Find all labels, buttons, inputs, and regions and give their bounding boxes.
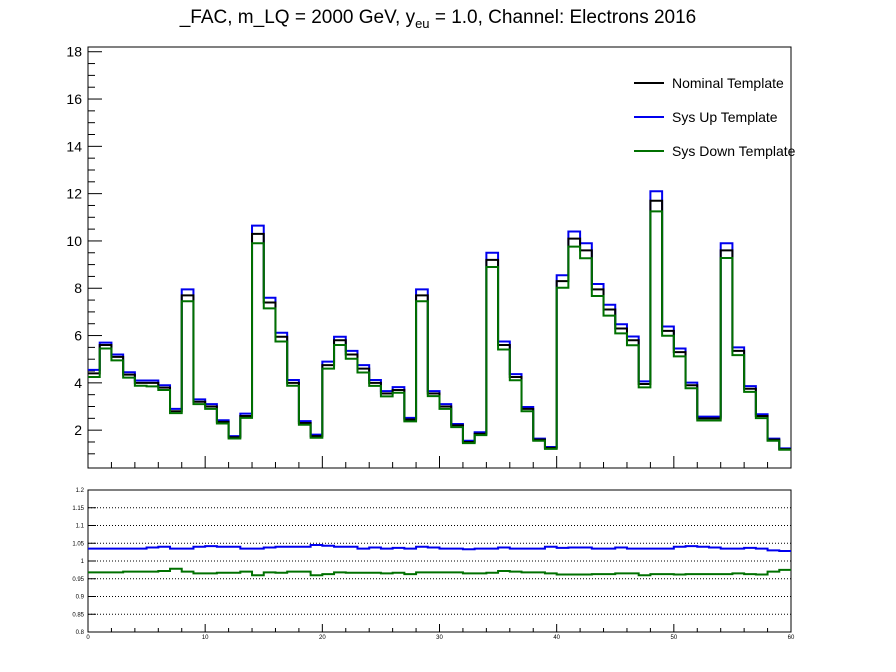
chart-title-rest: = 1.0, Channel: Electrons 2016 — [430, 7, 697, 28]
ratio-y-tick-label: 0.8 — [76, 630, 85, 636]
main-y-tick-label: 8 — [74, 280, 82, 296]
ratio-x-tick-label: 10 — [202, 635, 209, 641]
ratio-x-tick-label: 40 — [553, 635, 560, 641]
legend-sys-up-label: Sys Up Template — [672, 109, 778, 125]
ratio-x-tick-label: 60 — [788, 635, 795, 641]
main-y-tick-label: 6 — [74, 328, 82, 344]
ratio-y-tick-label: 1.05 — [72, 541, 84, 547]
main-y-tick-label: 10 — [66, 233, 82, 249]
ratio-x-tick-label: 20 — [319, 635, 326, 641]
chart-title-main: _FAC, m_LQ = 2000 GeV, y — [179, 7, 416, 28]
ratio-x-tick-label: 0 — [86, 635, 90, 641]
chart-title: _FAC, m_LQ = 2000 GeV, yeu = 1.0, Channe… — [179, 7, 697, 31]
main-y-tick-label: 18 — [66, 44, 82, 60]
ratio-y-tick-label: 1.2 — [76, 488, 85, 494]
chart-title-subscript: eu — [415, 16, 429, 31]
ratio-x-tick-label: 50 — [670, 635, 677, 641]
ratio-y-tick-label: 1.15 — [72, 506, 84, 512]
ratio-sys-up-line — [88, 544, 791, 553]
ratio-x-tick-label: 30 — [436, 635, 443, 641]
main-y-tick-label: 2 — [74, 422, 82, 438]
ratio-y-tick-label: 0.85 — [72, 612, 84, 618]
main-y-tick-label: 12 — [66, 186, 82, 202]
legend-sys-down-label: Sys Down Template — [672, 143, 796, 159]
main-y-tick-label: 16 — [66, 91, 82, 107]
ratio-y-tick-label: 0.9 — [76, 595, 85, 601]
legend-nominal-label: Nominal Template — [672, 75, 784, 91]
ratio-sys-down-line — [88, 567, 791, 577]
main-panel: 2 4 6 8 10 12 14 16 18 Nominal Template Sys Up Tem… — [66, 44, 796, 469]
ratio-panel: 0.8 0.85 0.9 0.95 1 1.05 1.1 1.15 1.2 0 10 20 30 40 50… — [72, 488, 795, 641]
ratio-y-tick-label: 1.1 — [76, 524, 85, 530]
main-y-tick-label: 14 — [66, 138, 82, 154]
main-y-tick-label: 4 — [74, 375, 82, 391]
ratio-y-tick-label: 0.95 — [72, 577, 84, 583]
sys-down-template-line — [88, 210, 791, 451]
ratio-y-tick-label: 1 — [81, 559, 85, 565]
